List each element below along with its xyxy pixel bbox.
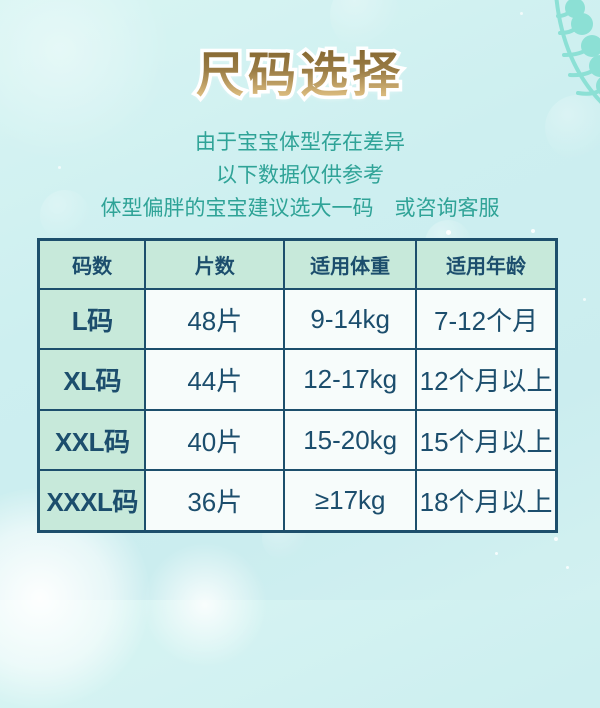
row-xxxl-pieces: 36片 [146, 471, 284, 530]
row-xxxl-size: XXXL码 [40, 471, 145, 530]
row-l-age: 7-12个月 [417, 289, 555, 349]
note-line-2: 以下数据仅供参考 [216, 164, 384, 187]
row-xxxl-age: 18个月以上 [417, 471, 555, 530]
row-xl-age: 12个月以上 [417, 350, 555, 409]
sparkle-dot [566, 566, 569, 569]
row-l-pieces: 48片 [146, 289, 284, 349]
bottom-glow-decoration [140, 540, 270, 670]
note-line-1: 由于宝宝体型存在差异 [195, 131, 405, 154]
size-table: 码数 片数 适用体重 适用年龄 L码 48片 9-14kg 7-12个月 XL码… [37, 238, 558, 533]
sparkle-dot [446, 230, 451, 235]
row-xxl-age: 15个月以上 [417, 410, 555, 470]
note-line-3: 体型偏胖的宝宝建议选大一码 或咨询客服 [100, 197, 500, 220]
page-title-outline: 尺码选择 [0, 45, 600, 105]
row-xxl-weight: 15-20kg [285, 410, 416, 470]
row-xl-pieces: 44片 [146, 350, 284, 409]
header-weight: 适用体重 [285, 241, 416, 288]
sparkle-dot [583, 298, 586, 301]
row-xxxl-weight: ≥17kg [285, 471, 416, 530]
row-l-size: L码 [40, 289, 145, 349]
page-title-text: 尺码选择 [0, 48, 600, 103]
sparkle-dot [554, 537, 558, 541]
header-pieces: 片数 [146, 241, 284, 288]
berry-branch-icon [554, 0, 600, 104]
sparkle-dot [495, 552, 498, 555]
row-xxl-size: XXL码 [40, 410, 145, 470]
row-xl-size: XL码 [40, 350, 145, 409]
header-age: 适用年龄 [417, 241, 555, 288]
row-xxl-pieces: 40片 [146, 410, 284, 470]
row-xl-weight: 12-17kg [285, 350, 416, 409]
size-notes: 由于宝宝体型存在差异 以下数据仅供参考 体型偏胖的宝宝建议选大一码 或咨询客服 [0, 126, 600, 225]
sparkle-dot [531, 229, 535, 233]
row-l-weight: 9-14kg [285, 289, 416, 349]
header-size: 码数 [40, 241, 145, 288]
bubble-decoration [330, 0, 400, 50]
